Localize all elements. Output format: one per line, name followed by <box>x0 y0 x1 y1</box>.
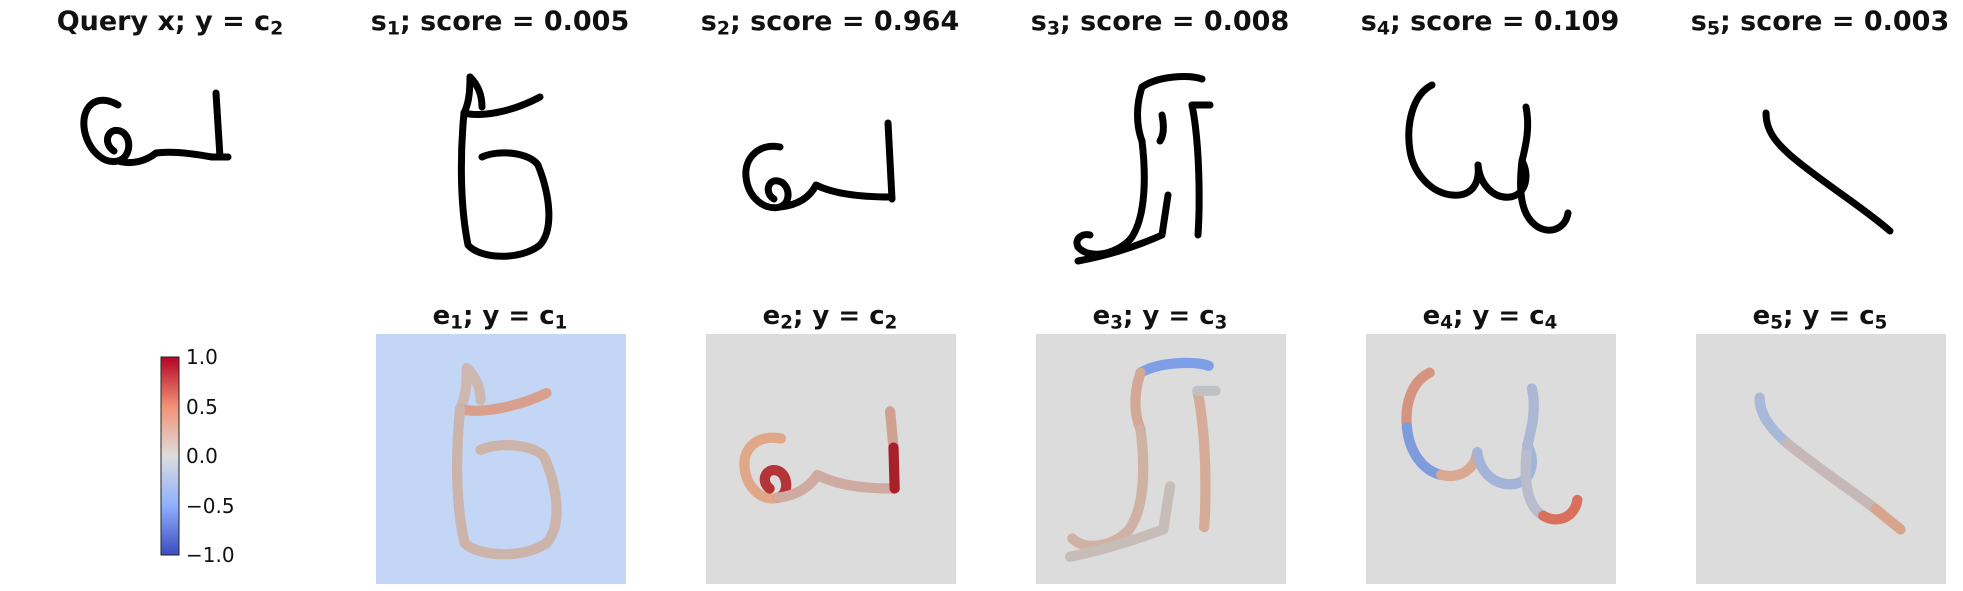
colorbar-tick-label: 1.0 <box>186 345 218 369</box>
explanation-1-background <box>376 334 626 584</box>
explanation-5-background <box>1696 334 1946 584</box>
explanation-3-heatmap <box>1036 334 1286 584</box>
colorbar-tick-label: −1.0 <box>186 543 235 567</box>
explanation-2-heatmap <box>706 334 956 584</box>
support-5-glyph-image <box>1762 109 1894 235</box>
colorbar-tick-label: 0.0 <box>186 444 218 468</box>
explanation-2-title: e2; y = c2 <box>762 301 898 334</box>
explanation-5-title: e5; y = c5 <box>1752 301 1888 334</box>
explanation-4-heatmap <box>1366 334 1616 584</box>
support-4-title: s4; score = 0.109 <box>1360 6 1620 40</box>
explanation-1-title: e1; y = c1 <box>432 301 568 334</box>
support-5-title: s5; score = 0.003 <box>1690 6 1950 40</box>
colorbar-tick-label: −0.5 <box>186 494 235 518</box>
colorbar <box>160 356 180 556</box>
explanation-4-title: e4; y = c4 <box>1422 301 1558 334</box>
query-title: Query x; y = c2 <box>56 6 284 40</box>
support-1-glyph-image <box>457 73 553 260</box>
support-1-title: s1; score = 0.005 <box>370 6 630 40</box>
colorbar-tick-label: 0.5 <box>186 395 218 419</box>
support-3-title: s3; score = 0.008 <box>1030 6 1290 40</box>
support-4-glyph-image <box>1405 81 1572 234</box>
support-3-glyph-image <box>1073 73 1214 265</box>
support-2-title: s2; score = 0.964 <box>700 6 960 40</box>
explanation-3-title: e3; y = c3 <box>1092 301 1228 334</box>
explanation-5-heatmap <box>1696 334 1946 584</box>
explanation-4-background <box>1366 334 1616 584</box>
query-glyph-image <box>80 89 232 167</box>
explanation-3-background <box>1036 334 1286 584</box>
explanation-1-heatmap <box>376 334 626 584</box>
support-2-glyph-image <box>742 119 896 212</box>
